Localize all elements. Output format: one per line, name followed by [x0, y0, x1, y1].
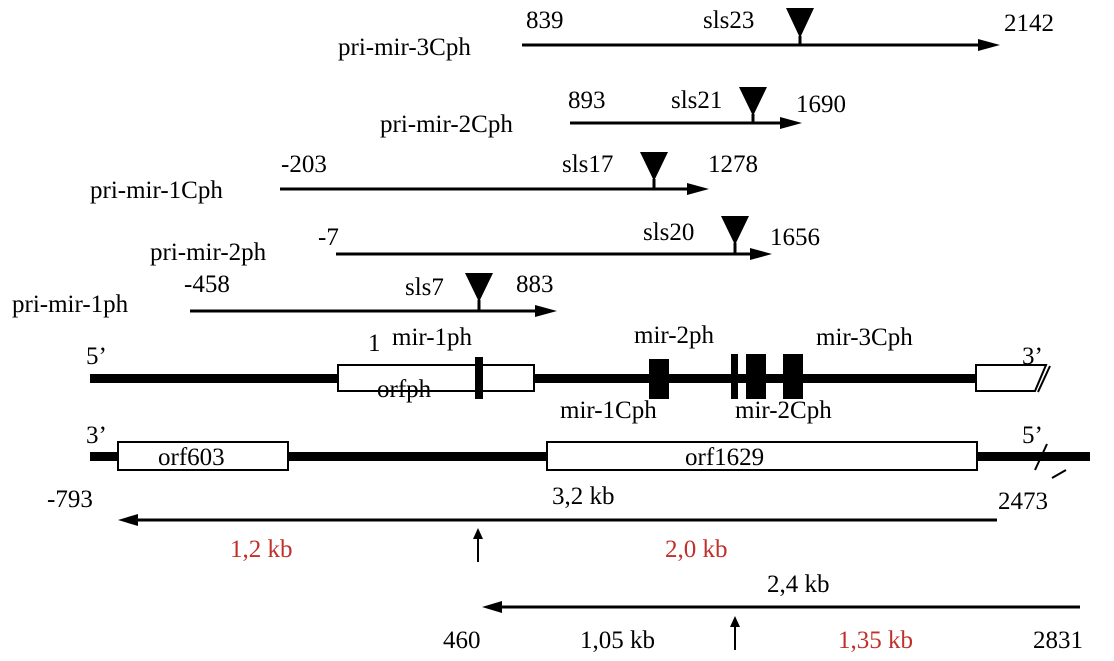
fragment-left-size: 1,2 kb: [230, 536, 293, 563]
fragment-2: 460 2831 2,4 kb 1,05 kb 1,35 kb: [443, 571, 1083, 654]
transcript-arrowhead: [535, 305, 557, 317]
mirna-label-mir-1ph: mir-1ph: [392, 324, 473, 351]
strand-end-3prime: 3’: [86, 422, 107, 449]
mirna-label-mir-2ph: mir-2ph: [634, 322, 715, 349]
cut-site-arrow-icon: [730, 616, 740, 627]
transcript-name: pri-mir-2ph: [150, 239, 267, 266]
transcript-arrowhead: [978, 39, 1000, 51]
transcript-end: 2142: [1004, 10, 1054, 37]
fragment-end: 2831: [1033, 627, 1083, 654]
transcript-arrowhead: [750, 248, 772, 260]
transcript-end: 1690: [796, 91, 846, 118]
transcript-arrowhead: [780, 117, 802, 129]
mirna-block-mir-3Cph: [783, 354, 803, 399]
orf-box-orf1629: [546, 441, 978, 471]
transcript-start: 839: [526, 7, 564, 34]
fragment-start: -793: [47, 486, 93, 513]
fragment-1: -793 2473 3,2 kb 1,2 kb 2,0 kb: [47, 483, 1048, 563]
site-label: sls21: [671, 87, 722, 114]
transcript-name: pri-mir-2Cph: [380, 111, 513, 138]
mirna-block-mir-1ph: [475, 357, 483, 399]
transcript-start: -203: [281, 151, 327, 178]
start-mark-label: 1: [368, 330, 381, 357]
transcript-end: 1278: [708, 151, 758, 178]
fragment-end: 2473: [998, 488, 1048, 515]
transcript-name: pri-mir-1Cph: [90, 177, 223, 204]
site-marker-icon: [721, 216, 749, 245]
transcript-start: -7: [318, 224, 339, 251]
mirna-block-mir-2Cph: [746, 354, 766, 399]
fragment-arrowhead: [118, 514, 138, 526]
site-marker-icon: [739, 87, 767, 116]
orf-box-orfph: [337, 364, 535, 392]
strand-end-3prime: 3’: [1022, 343, 1043, 370]
site-label: sls20: [643, 219, 694, 246]
fragment-right-size: 2,0 kb: [665, 536, 728, 563]
transcript-end: 1656: [770, 224, 820, 251]
mirna-label-mir-3Cph: mir-3Cph: [816, 324, 913, 351]
strand-top: 5’ 3’ 1 orfph mir-1ph mir-2ph mir-3Cph m…: [86, 322, 1051, 424]
site-label: sls7: [405, 274, 444, 301]
transcript-arrowhead: [687, 183, 709, 195]
transcript-pri-mir-3Cph: pri-mir-3Cph 839 sls23 2142: [338, 7, 1054, 61]
transcript-pri-mir-1ph: pri-mir-1ph -458 sls7 883: [12, 271, 557, 318]
fragment-start: 460: [443, 627, 481, 654]
orf-box-orf603: [117, 441, 289, 471]
mirna-block-mir-2ph: [731, 354, 738, 399]
transcript-name: pri-mir-3Cph: [338, 34, 471, 61]
transcript-pri-mir-2ph: pri-mir-2ph -7 sls20 1656: [150, 216, 820, 266]
strand-top-end-box: [975, 364, 1048, 392]
orf-label-orf1629: orf1629: [685, 444, 764, 471]
strand-end-5prime: 5’: [1022, 422, 1043, 449]
fragment-right-size: 1,35 kb: [838, 627, 913, 654]
orf-label-orf603: orf603: [158, 444, 225, 471]
transcript-pri-mir-1Cph: pri-mir-1Cph -203 sls17 1278: [90, 151, 758, 204]
mirna-block-mir-1Cph: [649, 359, 669, 399]
transcript-name: pri-mir-1ph: [12, 291, 129, 318]
mirna-label-mir-2Cph: mir-2Cph: [735, 397, 832, 424]
strand-break-mark: [1034, 443, 1048, 471]
transcript-pri-mir-2Cph: pri-mir-2Cph 893 sls21 1690: [380, 87, 846, 138]
fragment-arrowhead: [482, 601, 502, 613]
strand-end-5prime: 5’: [86, 343, 107, 370]
cut-site-arrow-icon: [473, 528, 483, 539]
strand-break-mark: [1037, 365, 1051, 393]
site-marker-icon: [786, 8, 814, 38]
transcript-end: 883: [516, 271, 554, 298]
transcript-start: 893: [568, 87, 606, 114]
fragment-total-size: 2,4 kb: [767, 571, 830, 598]
fragment-total-size: 3,2 kb: [552, 483, 615, 510]
transcript-start: -458: [184, 271, 230, 298]
site-marker-icon: [640, 152, 668, 181]
fragment-left-size: 1,05 kb: [580, 627, 655, 654]
mirna-label-mir-1Cph: mir-1Cph: [560, 397, 657, 424]
site-marker-icon: [465, 273, 493, 302]
strand-break-mark: [1051, 469, 1067, 479]
orf-label-orfph: orfph: [377, 376, 432, 403]
site-label: sls17: [562, 151, 613, 178]
strand-bottom: 3’ 5’ orf603 orf1629: [86, 422, 1090, 479]
site-label: sls23: [703, 7, 754, 34]
